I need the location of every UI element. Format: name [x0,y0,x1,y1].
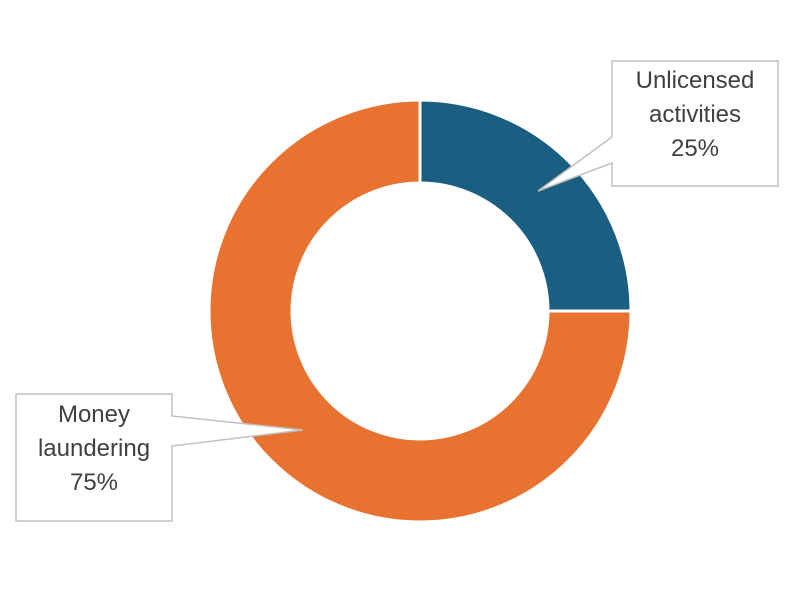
callouts-layer [15,60,779,522]
doughnut-slice-unlicensed-activities [418,98,633,313]
data-label-value: 75% [69,469,119,496]
slices-layer [207,98,633,524]
data-label-name-line-1: Unlicensed [635,67,755,94]
data-label-name-line-2: activities [648,101,742,128]
data-label-value: 25% [670,135,720,162]
data-label-name-line-2: laundering [37,435,151,462]
data-label-name-line-1: Money [57,401,131,428]
doughnut-slice-money-laundering [207,98,633,524]
data-label-money-laundering: Money laundering 75% [16,398,172,500]
callout-box-unlicensed-activities [537,60,779,192]
data-label-unlicensed-activities: Unlicensed activities 25% [612,64,778,166]
callout-box-money-laundering [15,393,304,522]
